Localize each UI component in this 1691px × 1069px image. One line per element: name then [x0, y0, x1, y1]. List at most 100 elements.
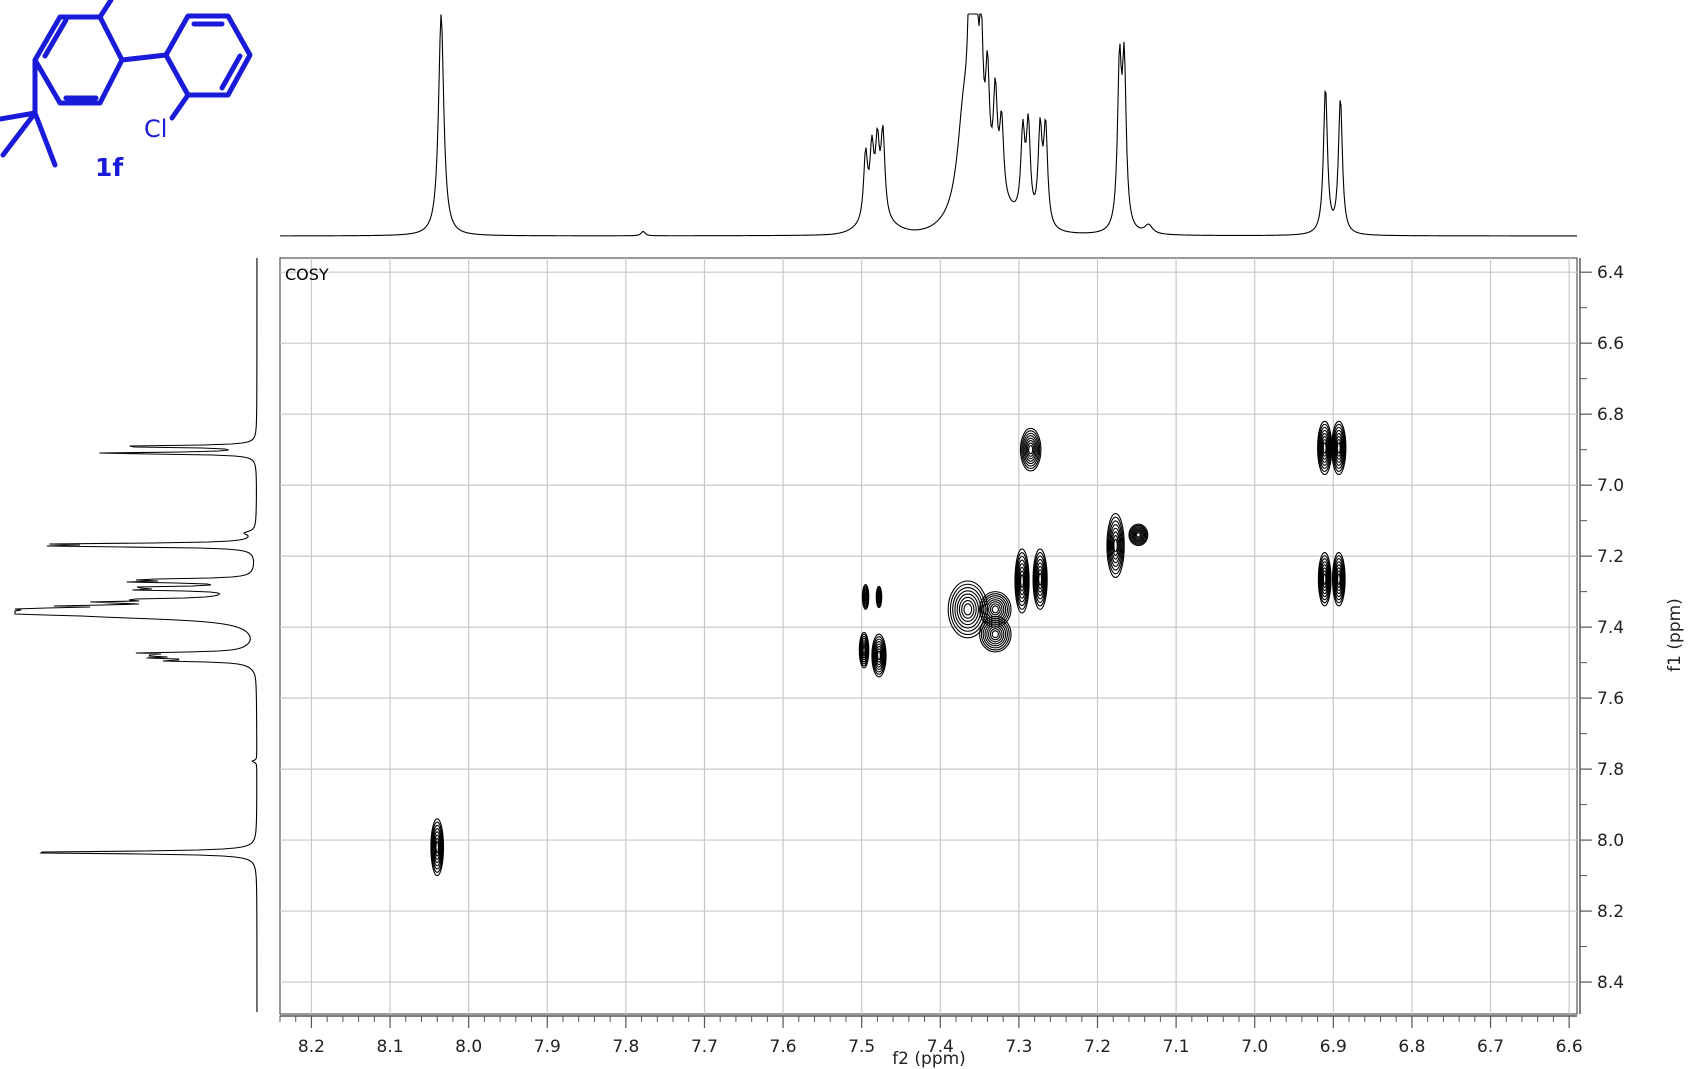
x-tick-label: 6.9	[1320, 1037, 1347, 1057]
contour-level	[1135, 532, 1141, 538]
plot-frame	[279, 257, 1578, 1015]
x-tick-label: 7.1	[1163, 1037, 1190, 1057]
contour-level	[1113, 538, 1118, 553]
contour-level	[1022, 432, 1040, 467]
y-tick-label: 8.0	[1597, 831, 1624, 851]
contour-level	[1317, 552, 1332, 607]
contour-level	[1018, 566, 1026, 596]
contour-level	[433, 834, 441, 860]
contour-level	[1028, 444, 1034, 455]
contour-level	[961, 600, 975, 619]
contour-level	[877, 650, 881, 661]
contour-level	[1032, 548, 1048, 610]
contour-level	[982, 620, 1008, 649]
x-tick-label: 6.8	[1398, 1037, 1425, 1057]
cross-peak-4	[1331, 420, 1347, 476]
contour-level	[1333, 558, 1345, 601]
contour-level	[1322, 442, 1327, 454]
x-tick-label: 7.8	[612, 1037, 639, 1057]
contour-level	[1016, 559, 1028, 603]
contour-level	[1331, 552, 1346, 607]
cross-peak-1	[430, 818, 445, 877]
cross-peak-10	[1032, 548, 1048, 610]
contour-level	[876, 648, 882, 663]
contour-level	[434, 837, 440, 857]
x-tick-label: 7.4	[927, 1037, 954, 1057]
contour-level	[1336, 570, 1342, 589]
contour-level	[1335, 436, 1343, 460]
left-1d-spectrum	[14, 258, 258, 1012]
contour-level	[989, 603, 1001, 616]
contour-level	[1109, 524, 1122, 567]
y-tick-label: 6.8	[1597, 405, 1624, 425]
cross-peak-6	[1128, 523, 1149, 547]
contour-level	[988, 626, 1003, 643]
contour-level	[1015, 552, 1029, 610]
contour-level	[1023, 435, 1038, 465]
contour-level	[432, 828, 442, 867]
contour-level	[1320, 561, 1330, 598]
contour-level	[1336, 439, 1342, 457]
contour-level	[1033, 551, 1047, 607]
benzene-ring-right	[163, 13, 253, 98]
contour-level	[1332, 423, 1346, 472]
x-axis-title: f2 (ppm)	[892, 1049, 966, 1069]
biaryl-bond	[119, 52, 169, 63]
contour-level	[1334, 564, 1343, 595]
contour-level	[871, 633, 887, 678]
x-tick-label: 6.7	[1477, 1037, 1504, 1057]
contour-level	[947, 580, 989, 639]
y-axis-ticks: 6.4 6.6 6.8 7.0 7.2 7.4 7.6 7.8 8.0 8.2 8.4	[1580, 263, 1624, 993]
x-tick-label: 7.7	[691, 1037, 718, 1057]
contour-level	[1318, 426, 1331, 469]
contour-level	[1107, 516, 1124, 575]
y-tick-label: 7.0	[1597, 476, 1624, 496]
contour-level	[1133, 529, 1143, 540]
contour-level	[1035, 562, 1045, 597]
contour-level	[1319, 429, 1330, 466]
x-tick-label: 7.2	[1084, 1037, 1111, 1057]
x-tick-label: 6.6	[1556, 1037, 1583, 1057]
contour-level	[431, 824, 443, 870]
contour-level	[872, 636, 886, 675]
contour-level	[431, 821, 444, 873]
x-tick-label: 7.6	[770, 1037, 797, 1057]
contour-level	[1024, 437, 1037, 462]
contour-level	[989, 628, 1001, 641]
x-tick-label: 7.3	[1005, 1037, 1032, 1057]
x-tick-label: 8.2	[298, 1037, 325, 1057]
x-tick-label: 7.5	[848, 1037, 875, 1057]
cross-peak-7	[1317, 552, 1332, 607]
x-tick-label: 8.1	[377, 1037, 404, 1057]
contour-level	[1034, 555, 1047, 603]
cross-peak-13	[979, 615, 1012, 653]
cross-peak-14	[861, 583, 870, 610]
contour-level	[1019, 570, 1025, 592]
x-tick-label: 7.9	[534, 1037, 561, 1057]
contour-level	[1334, 432, 1344, 463]
contour-level	[1112, 535, 1119, 556]
contour-level	[862, 646, 866, 655]
contour-level	[1336, 442, 1341, 454]
contour-level	[1335, 567, 1343, 592]
contour-level	[864, 593, 867, 600]
contour-level	[1036, 565, 1044, 593]
y-tick-label: 8.4	[1597, 973, 1624, 993]
cross-peaks	[430, 420, 1347, 877]
panel-label: COSY	[285, 265, 329, 284]
y-tick-label: 6.6	[1597, 334, 1624, 354]
y-tick-label: 7.6	[1597, 689, 1624, 709]
contour-level	[874, 643, 884, 668]
contour-level	[1130, 526, 1147, 544]
contour-level	[1334, 561, 1344, 598]
contour-level	[1034, 558, 1046, 600]
y-tick-label: 7.8	[1597, 760, 1624, 780]
contour-level	[954, 590, 982, 629]
contour-level	[1016, 555, 1029, 607]
contour-level	[1320, 432, 1330, 463]
contour-level	[872, 638, 885, 673]
cross-peak-15	[875, 585, 883, 609]
cross-peak-2	[1019, 427, 1042, 472]
cross-peak-17	[871, 633, 887, 678]
